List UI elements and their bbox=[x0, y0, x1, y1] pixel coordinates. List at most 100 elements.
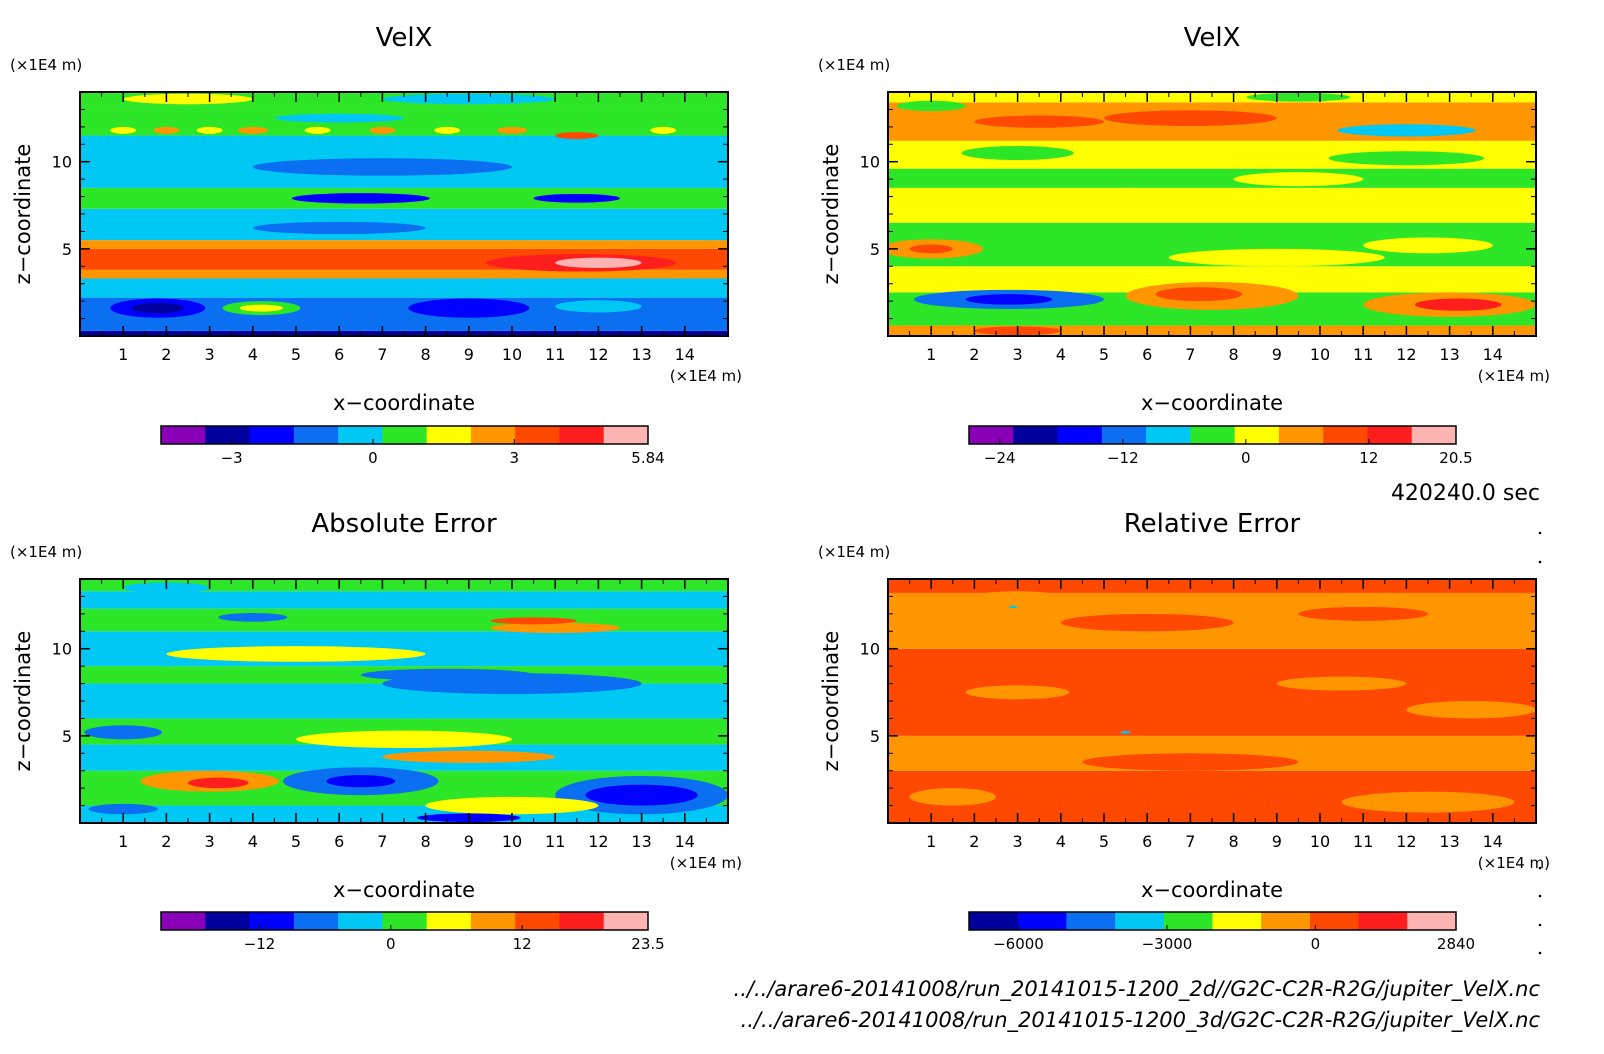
chart-title: VelX bbox=[376, 23, 433, 53]
x-tick-label: 2 bbox=[161, 832, 171, 851]
colorbar-swatch bbox=[1057, 426, 1103, 444]
x-tick-label: 6 bbox=[1142, 345, 1152, 364]
x-unit-label: (×1E4 m) bbox=[1478, 854, 1550, 872]
x-tick-label: 11 bbox=[1353, 832, 1373, 851]
x-tick-label: 9 bbox=[1272, 345, 1282, 364]
colorbar-swatch bbox=[1115, 912, 1165, 930]
contour-region bbox=[88, 803, 158, 815]
colorbar-swatch bbox=[1101, 426, 1147, 444]
x-axis-label: x−coordinate bbox=[1141, 878, 1283, 902]
contour-region bbox=[1082, 753, 1299, 771]
contour-region bbox=[434, 126, 461, 134]
colorbar-swatch bbox=[1261, 912, 1311, 930]
y-tick-label: 5 bbox=[870, 240, 880, 259]
x-tick-label: 6 bbox=[334, 832, 344, 851]
artifact-dot bbox=[1538, 866, 1542, 870]
contour-band bbox=[80, 579, 728, 592]
x-tick-label: 14 bbox=[675, 832, 695, 851]
x-tick-label: 6 bbox=[334, 345, 344, 364]
colorbar-tick-label: −6000 bbox=[993, 935, 1044, 953]
colorbar-swatch bbox=[205, 426, 251, 444]
colorbar-swatch bbox=[515, 426, 560, 444]
contour-region bbox=[1120, 730, 1131, 734]
contour-band bbox=[80, 631, 728, 667]
contour-region bbox=[1341, 791, 1515, 813]
contour-region bbox=[326, 775, 396, 788]
contour-region bbox=[369, 126, 396, 134]
colorbar-swatch bbox=[1367, 426, 1413, 444]
contour-band bbox=[80, 278, 728, 298]
y-unit-label: (×1E4 m) bbox=[818, 543, 890, 561]
x-tick-label: 3 bbox=[205, 832, 215, 851]
contour-region bbox=[153, 126, 180, 134]
colorbar-frame bbox=[968, 425, 1457, 445]
contour-region bbox=[110, 126, 137, 134]
contour-region bbox=[84, 725, 163, 740]
colorbar-swatch bbox=[969, 912, 1019, 930]
contour-region bbox=[296, 730, 512, 749]
contour-field bbox=[888, 92, 1536, 336]
colorbar-tick-label: 0 bbox=[368, 449, 378, 467]
x-tick-label: 3 bbox=[1013, 345, 1023, 364]
x-tick-label: 4 bbox=[1056, 832, 1066, 851]
x-tick-label: 11 bbox=[1353, 345, 1373, 364]
colorbar-tick-label: −24 bbox=[984, 449, 1016, 467]
contour-band bbox=[888, 168, 1536, 188]
x-axis-label: x−coordinate bbox=[333, 878, 475, 902]
y-tick-label: 5 bbox=[62, 240, 72, 259]
contour-region bbox=[131, 302, 184, 314]
x-tick-label: 1 bbox=[926, 345, 936, 364]
contour-region bbox=[360, 668, 534, 681]
time-label: 420240.0 sec bbox=[1391, 481, 1540, 506]
colorbar-swatch bbox=[293, 426, 339, 444]
contour-region bbox=[533, 193, 620, 203]
x-tick-label: 2 bbox=[161, 345, 171, 364]
contour-region bbox=[237, 126, 268, 134]
contour-field bbox=[888, 579, 1536, 823]
colorbar-swatch bbox=[426, 912, 472, 930]
x-tick-label: 4 bbox=[248, 832, 258, 851]
colorbar-swatch bbox=[559, 912, 605, 930]
x-tick-label: 8 bbox=[421, 832, 431, 851]
colorbar-swatch bbox=[603, 912, 649, 930]
contour-region bbox=[896, 100, 966, 112]
artifact-dot bbox=[1538, 531, 1542, 535]
colorbar-swatch bbox=[161, 912, 206, 930]
x-tick-label: 7 bbox=[1185, 345, 1195, 364]
x-tick-label: 14 bbox=[1483, 832, 1503, 851]
colorbar-swatch bbox=[293, 912, 339, 930]
colorbar-tick-label: −3000 bbox=[1142, 935, 1193, 953]
contour-band bbox=[888, 325, 1536, 336]
contour-region bbox=[382, 750, 556, 763]
contour-region bbox=[490, 617, 577, 625]
colorbar-tick-label: −12 bbox=[244, 935, 276, 953]
colorbar-swatch bbox=[1163, 912, 1213, 930]
x-tick-label: 8 bbox=[421, 345, 431, 364]
x-tick-label: 7 bbox=[377, 832, 387, 851]
y-unit-label: (×1E4 m) bbox=[10, 56, 82, 74]
colorbar-swatch bbox=[1212, 912, 1262, 930]
x-tick-label: 7 bbox=[377, 345, 387, 364]
contour-region bbox=[218, 612, 288, 622]
colorbar-tick-label: 20.5 bbox=[1439, 449, 1472, 467]
chart-title: Absolute Error bbox=[311, 509, 497, 539]
file-path-3d: ../../arare6-20141008/run_20141015-1200_… bbox=[741, 1008, 1541, 1033]
colorbar-swatch bbox=[338, 426, 383, 444]
contour-region bbox=[304, 126, 331, 134]
y-unit-label: (×1E4 m) bbox=[10, 543, 82, 561]
contour-region bbox=[555, 257, 642, 269]
contour-band bbox=[888, 579, 1536, 593]
contour-region bbox=[961, 146, 1074, 160]
contour-band bbox=[80, 105, 728, 136]
colorbar-tick-label: 5.84 bbox=[631, 449, 664, 467]
contour-region bbox=[585, 784, 698, 806]
contour-region bbox=[650, 126, 677, 134]
chart-title: VelX bbox=[1184, 23, 1241, 53]
x-tick-label: 10 bbox=[1310, 832, 1330, 851]
colorbar-swatch bbox=[969, 426, 1014, 444]
x-tick-label: 8 bbox=[1229, 832, 1239, 851]
y-tick-label: 10 bbox=[860, 153, 880, 172]
artifact-dot bbox=[1538, 951, 1542, 955]
